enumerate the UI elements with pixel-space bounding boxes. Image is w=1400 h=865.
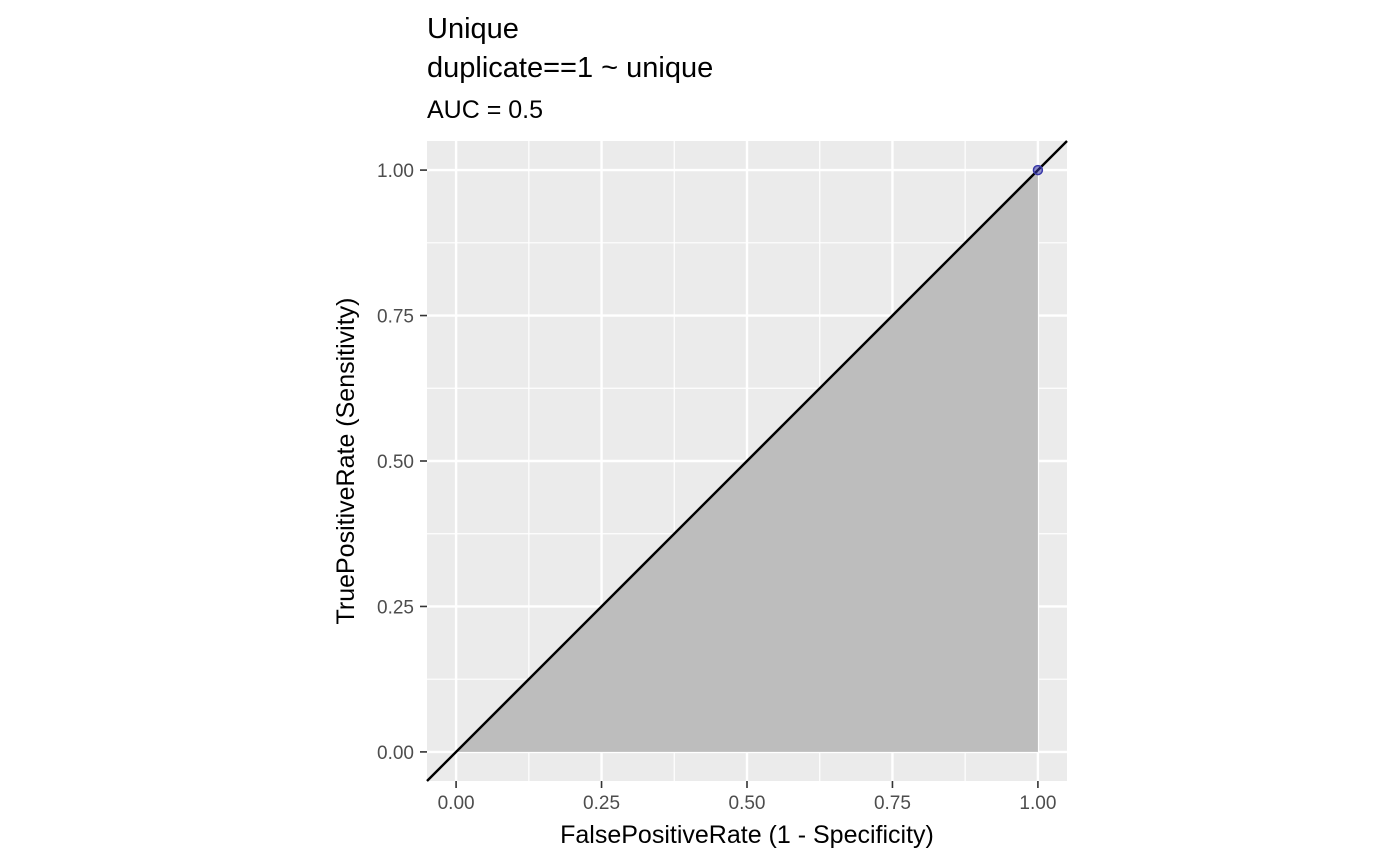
x-axis: 0.00 0.25 0.50 0.75 1.00	[438, 781, 1056, 814]
y-axis-title: TruePositiveRate (Sensitivity)	[332, 298, 360, 625]
roc-point	[1032, 164, 1044, 176]
x-tick-label: 1.00	[1019, 793, 1056, 814]
x-axis-title: FalsePositiveRate (1 - Specificity)	[560, 821, 934, 849]
chart-title-line-2: duplicate==1 ~ unique	[427, 52, 713, 84]
y-axis: 0.00 0.25 0.50 0.75 1.00	[377, 161, 427, 764]
diagonal-line	[426, 140, 1068, 782]
y-tick-label: 1.00	[377, 161, 414, 182]
chart-subtitle: AUC = 0.5	[427, 96, 543, 124]
x-tick-label: 0.50	[729, 793, 766, 814]
y-tick-label: 0.75	[377, 307, 414, 328]
y-tick-label: 0.50	[377, 452, 414, 473]
x-tick-label: 0.75	[874, 793, 911, 814]
y-tick-label: 0.25	[377, 597, 414, 618]
chart-title-line-1: Unique	[427, 13, 519, 45]
y-tick-label: 0.00	[377, 743, 414, 764]
chart-marks	[426, 140, 1068, 782]
x-tick-label: 0.25	[583, 793, 620, 814]
x-tick-label: 0.00	[438, 793, 475, 814]
